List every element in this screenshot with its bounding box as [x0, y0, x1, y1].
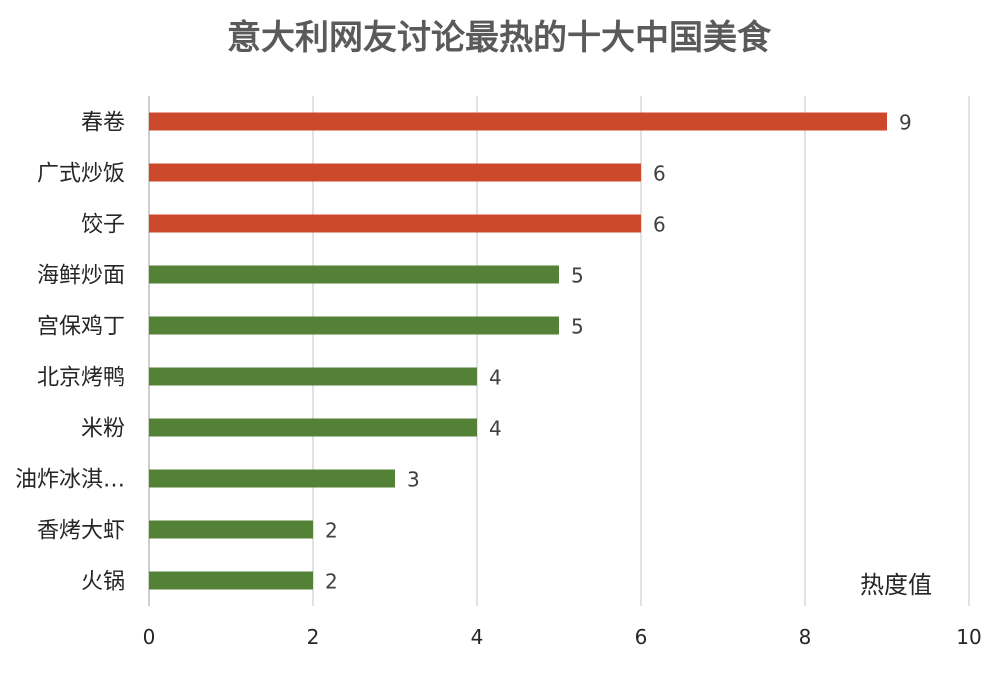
category-label: 火锅	[81, 570, 125, 595]
bar	[149, 418, 477, 437]
category-label: 米粉	[81, 417, 125, 442]
labels: 0 2 4 6 8 10 春卷 9 广式炒饭 6 饺子 6 海鲜炒面 5 宫保鸡丁 5 北京烤鸭 4 米粉 4 油炸冰淇…	[15, 111, 982, 650]
data-label: 2	[325, 570, 338, 594]
x-tick-label: 8	[799, 625, 812, 649]
data-label: 4	[489, 366, 502, 390]
category-label: 油炸冰淇…	[15, 468, 125, 493]
bar	[149, 214, 641, 233]
bar	[149, 316, 559, 335]
category-label: 广式炒饭	[37, 162, 125, 187]
x-tick-label: 2	[307, 625, 320, 649]
category-label: 香烤大虾	[37, 519, 125, 544]
chart-title: 意大利网友讨论最热的十大中国美食	[227, 18, 771, 58]
x-tick-label: 10	[956, 625, 981, 649]
category-label: 宫保鸡丁	[37, 315, 125, 340]
bar	[149, 469, 395, 488]
bar	[149, 520, 313, 539]
data-label: 5	[571, 264, 584, 288]
x-tick-label: 4	[471, 625, 484, 649]
data-label: 2	[325, 519, 338, 543]
bar	[149, 163, 641, 182]
data-label: 3	[407, 468, 420, 492]
category-label: 北京烤鸭	[37, 366, 125, 391]
category-label: 饺子	[81, 213, 125, 238]
bar	[149, 571, 313, 590]
x-tick-label: 0	[143, 625, 156, 649]
bar	[149, 112, 887, 131]
data-label: 4	[489, 417, 502, 441]
data-label: 6	[653, 213, 666, 237]
bars	[149, 112, 887, 590]
x-axis-title: 热度值	[860, 571, 932, 599]
category-label: 海鲜炒面	[37, 264, 125, 289]
bar	[149, 265, 559, 284]
category-label: 春卷	[81, 111, 125, 136]
data-label: 6	[653, 162, 666, 186]
bar	[149, 367, 477, 386]
data-label: 5	[571, 315, 584, 339]
data-label: 9	[899, 111, 912, 135]
x-tick-label: 6	[635, 625, 648, 649]
